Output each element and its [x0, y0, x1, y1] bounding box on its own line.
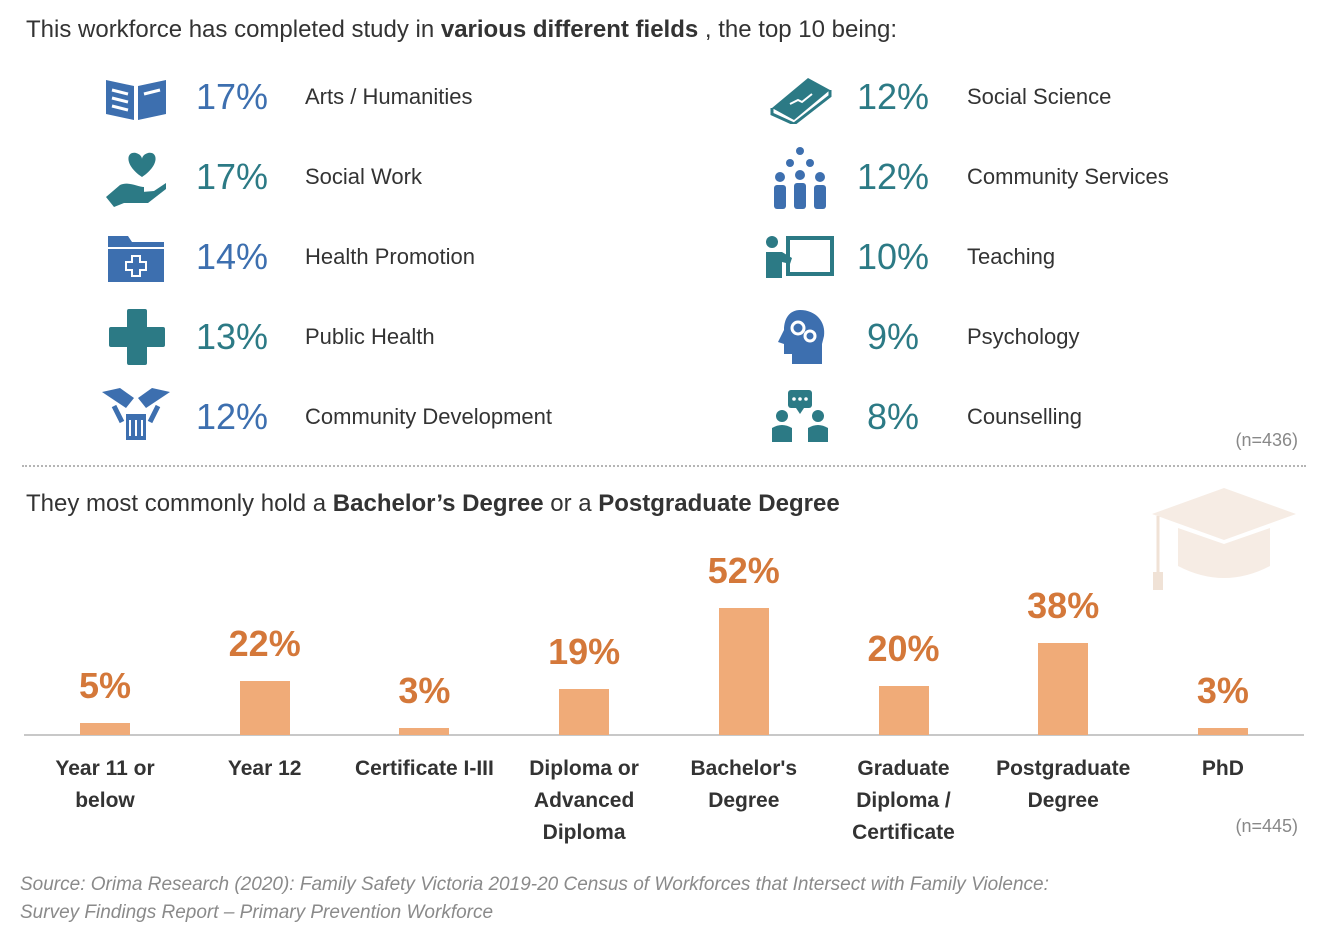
field-percent: 12%: [856, 76, 930, 117]
bar: [239, 681, 290, 735]
icon-grad-cap: [1152, 488, 1296, 590]
field-percent: 14%: [195, 236, 269, 277]
field-label: Arts / Humanities: [305, 84, 473, 109]
bar: [1197, 727, 1248, 735]
field-percent: 17%: [195, 76, 269, 117]
bar: [1038, 642, 1089, 735]
field-percent: 17%: [195, 156, 269, 197]
title-text: or a: [543, 490, 599, 517]
field-label: Teaching: [967, 244, 1056, 269]
x-tick-label: Graduate Diploma / Certificate: [852, 757, 955, 844]
field-label: Community Development: [305, 404, 552, 429]
x-tick-label: Year 11 or below: [55, 757, 155, 812]
divider: [22, 465, 1306, 467]
x-tick-label: Postgraduate Degree: [996, 757, 1131, 812]
field-label: Community Services: [967, 164, 1169, 189]
bar: [718, 608, 769, 735]
bar: [878, 686, 929, 735]
chart-title: They most commonly hold a Bachelor’s Deg…: [26, 490, 840, 518]
value-label: 5%: [78, 664, 132, 706]
baseline: [24, 734, 1304, 736]
field-percent: 12%: [195, 396, 269, 437]
icon-cross: [109, 309, 165, 365]
heading-text: This workforce has completed study in: [26, 16, 441, 43]
sample-size: (n=436): [1235, 430, 1298, 450]
x-tick-label: Year 12: [227, 757, 302, 780]
field-label: Public Health: [305, 324, 435, 349]
icon-hands: [102, 388, 170, 440]
value-label: 38%: [1027, 584, 1100, 626]
title-bold: Bachelor’s Degree: [332, 490, 544, 517]
field-label: Counselling: [967, 404, 1082, 429]
chart-sample-size: (n=445): [1235, 816, 1298, 836]
icon-community: [774, 147, 826, 209]
bar: [399, 727, 450, 735]
bar: [80, 722, 130, 735]
x-tick-label: Diploma or Advanced Diploma: [529, 757, 639, 844]
icon-teacher: [766, 236, 834, 278]
icon-counselling: [772, 390, 828, 442]
field-percent: 8%: [866, 396, 920, 437]
heading: This workforce has completed study in va…: [26, 16, 897, 44]
x-tick-label: Bachelor's Degree: [690, 757, 798, 812]
field-label: Social Science: [967, 84, 1112, 109]
value-label: 3%: [1196, 669, 1249, 711]
title-text: They most commonly hold a: [26, 490, 333, 517]
source: Source: Orima Research (2020): Family Sa…: [20, 874, 1049, 895]
value-label: 52%: [707, 550, 780, 592]
x-tick-label: Certificate I-III: [354, 757, 494, 780]
title-bold: Postgraduate Degree: [598, 490, 840, 517]
x-tick-label: PhD: [1201, 757, 1244, 780]
value-label: 20%: [867, 628, 940, 670]
heading-text: , the top 10 being:: [698, 16, 898, 43]
field-label: Health Promotion: [305, 244, 475, 269]
field-label: Social Work: [305, 164, 422, 189]
value-label: 22%: [228, 623, 301, 665]
value-label: 3%: [398, 669, 451, 711]
icon-book: [106, 80, 166, 120]
icon-heart-hand: [106, 152, 166, 207]
bar: [559, 688, 610, 735]
field-label: Psychology: [967, 324, 1080, 349]
icon-folder: [108, 236, 164, 282]
value-label: 19%: [548, 630, 621, 672]
source: Survey Findings Report – Primary Prevent…: [20, 902, 494, 923]
icon-textbook: [770, 78, 832, 124]
icon-head: [778, 310, 825, 364]
field-percent: 13%: [195, 316, 269, 357]
heading-bold: various different fields: [440, 16, 699, 43]
field-percent: 10%: [856, 236, 930, 277]
field-percent: 9%: [866, 316, 920, 357]
field-percent: 12%: [856, 156, 930, 197]
